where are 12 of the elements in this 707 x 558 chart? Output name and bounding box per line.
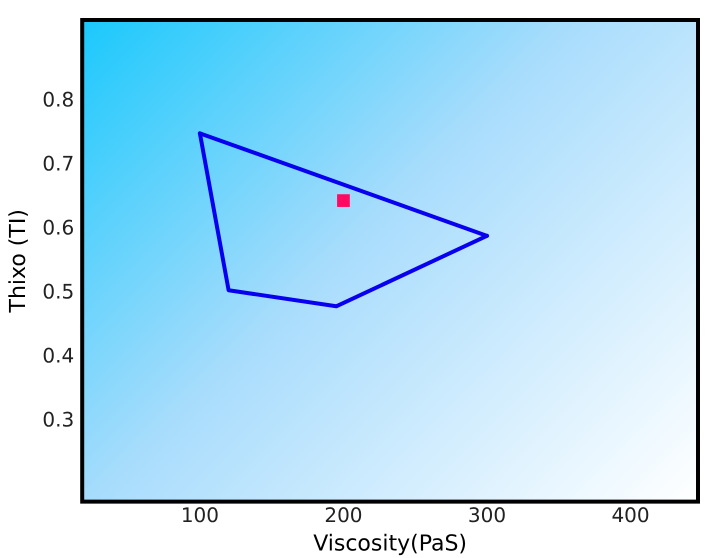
x-tick-label: 400 — [611, 502, 650, 527]
y-tick-label: 0.7 — [42, 152, 74, 176]
x-tick-label: 100 — [180, 502, 220, 527]
x-tick-label: 200 — [324, 502, 363, 527]
y-tick-label: 0.4 — [42, 344, 74, 368]
y-tick-label: 0.3 — [42, 408, 74, 432]
x-tick-label: 300 — [468, 502, 506, 527]
y-tick-label: 0.8 — [42, 88, 74, 112]
y-tick-label: 0.6 — [42, 216, 74, 240]
y-axis-title: Thixo (TI) — [6, 209, 31, 314]
x-axis-title: Viscosity(PaS) — [313, 532, 468, 557]
y-tick-label: 0.5 — [42, 280, 74, 304]
